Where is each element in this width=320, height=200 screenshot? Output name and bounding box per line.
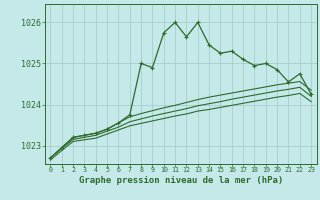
X-axis label: Graphe pression niveau de la mer (hPa): Graphe pression niveau de la mer (hPa) [79,176,283,185]
